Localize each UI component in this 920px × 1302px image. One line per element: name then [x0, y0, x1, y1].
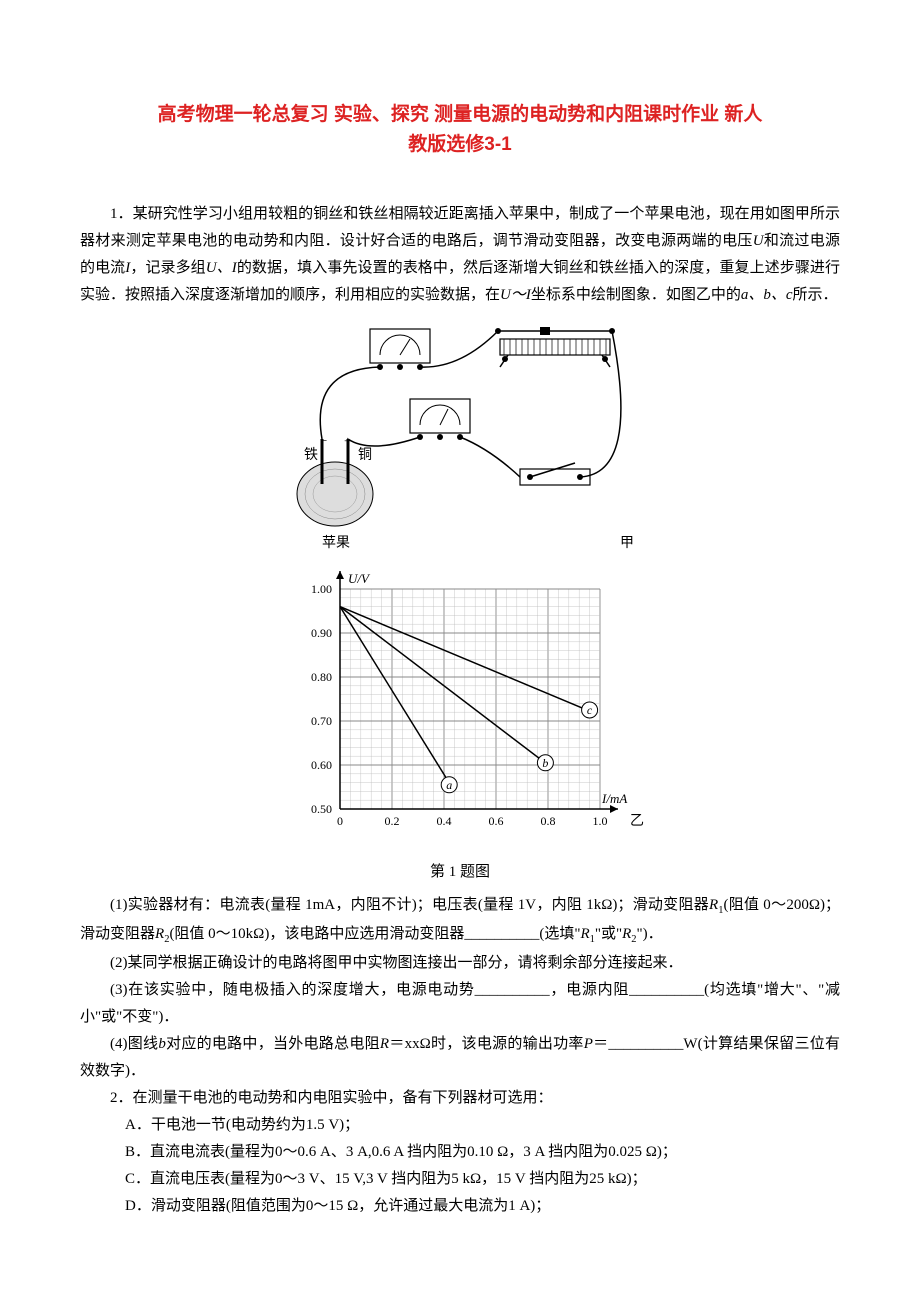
q2-option-c: C．直流电压表(量程为0～3 V、15 V,3 V 挡内阻为5 kΩ，15 V … — [80, 1166, 840, 1193]
svg-text:0.4: 0.4 — [437, 814, 452, 828]
uv-chart-svg: U/V I/mA 0.50 0.60 0.70 0.80 0.90 1.00 0 0.2 0.4 0.… — [260, 569, 660, 849]
q2-option-a: A．干电池一节(电动势约为1.5 V)； — [80, 1112, 840, 1139]
svg-text:0.6: 0.6 — [489, 814, 504, 828]
svg-text:1.0: 1.0 — [593, 814, 608, 828]
q1-part3: (3)在该实验中，随电极插入的深度增大，电源电动势__________，电源内阻… — [80, 977, 840, 1031]
svg-text:0.2: 0.2 — [385, 814, 400, 828]
figure-caption: 第 1 题图 — [80, 859, 840, 886]
svg-text:0.80: 0.80 — [311, 670, 332, 684]
svg-text:0: 0 — [337, 814, 343, 828]
copper-label: 铜 — [358, 447, 372, 463]
q1-part2: (2)某同学根据正确设计的电路将图甲中实物图连接出一部分，请将剩余部分连接起来． — [80, 950, 840, 977]
svg-text:乙: 乙 — [630, 813, 644, 829]
q2-intro: 2．在测量干电池的电动势和内电阻实验中，备有下列器材可选用： — [80, 1085, 840, 1112]
q1-intro: 1．某研究性学习小组用较粗的铜丝和铁丝相隔较近距离插入苹果中，制成了一个苹果电池… — [80, 201, 840, 309]
q2-option-d: D．滑动变阻器(阻值范围为0～15 Ω，允许通过最大电流为1 A)； — [80, 1193, 840, 1220]
svg-text:1.00: 1.00 — [311, 582, 332, 596]
svg-text:I/mA: I/mA — [601, 791, 627, 806]
svg-text:0.8: 0.8 — [541, 814, 556, 828]
svg-text:c: c — [587, 703, 593, 717]
q2-option-b: B．直流电流表(量程为0～0.6 A、3 A,0.6 A 挡内阻为0.10 Ω，… — [80, 1139, 840, 1166]
svg-text:0.70: 0.70 — [311, 714, 332, 728]
figure-yi: U/V I/mA 0.50 0.60 0.70 0.80 0.90 1.00 0 0.2 0.4 0.… — [80, 569, 840, 849]
rheostat-icon — [495, 327, 615, 367]
apple-label: 苹果 — [322, 535, 350, 551]
switch-icon — [520, 463, 590, 485]
title-line-2: 教版选修3-1 — [408, 134, 511, 155]
iron-label: 铁 — [304, 447, 318, 463]
title-line-1: 高考物理一轮总复习 实验、探究 测量电源的电动势和内阻课时作业 新人 — [158, 104, 763, 125]
svg-text:U/V: U/V — [348, 571, 371, 586]
document-title: 高考物理一轮总复习 实验、探究 测量电源的电动势和内阻课时作业 新人 教版选修3… — [80, 100, 840, 161]
svg-text:b: b — [542, 756, 548, 770]
circuit-diagram-svg: 铁 铜 − + 苹果 甲 — [240, 319, 680, 559]
page: 高考物理一轮总复习 实验、探究 测量电源的电动势和内阻课时作业 新人 教版选修3… — [0, 0, 920, 1302]
q1-part4: (4)图线b对应的电路中，当外电路总电阻R＝xxΩ时，该电源的输出功率P＝___… — [80, 1031, 840, 1085]
svg-text:0.50: 0.50 — [311, 802, 332, 816]
q1-part1: (1)实验器材有：电流表(量程 1mA，内阻不计)；电压表(量程 1V，内阻 1… — [80, 892, 840, 950]
jia-label: 甲 — [620, 536, 634, 551]
ammeter-icon — [370, 329, 430, 370]
voltmeter-icon — [410, 399, 470, 440]
figure-jia: 铁 铜 − + 苹果 甲 — [80, 319, 840, 559]
svg-text:0.90: 0.90 — [311, 626, 332, 640]
svg-text:0.60: 0.60 — [311, 758, 332, 772]
svg-text:a: a — [446, 778, 452, 792]
